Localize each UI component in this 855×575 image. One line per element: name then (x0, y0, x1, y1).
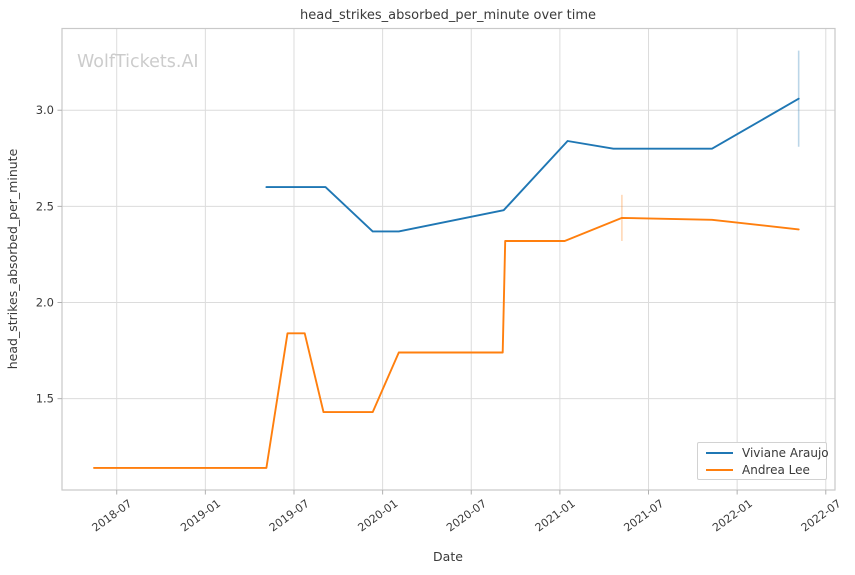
plot-background (62, 28, 835, 490)
legend-label-viviane-araujo: Viviane Araujo (742, 445, 829, 460)
legend-item-viviane-araujo: Viviane Araujo (706, 446, 829, 460)
y-tick-label: 1.5 (36, 392, 54, 406)
x-tick-label: 2022-07 (799, 497, 844, 535)
legend-label-andrea-lee: Andrea Lee (742, 462, 810, 477)
x-tick-label: 2019-07 (267, 497, 312, 535)
legend-line-swatch-viviane-araujo (706, 451, 733, 454)
watermark: WolfTickets.AI (77, 52, 199, 72)
x-tick-label: 2018-07 (90, 497, 135, 535)
series-line-andrea-lee (93, 216, 800, 469)
x-tick-label: 2020-01 (356, 497, 401, 535)
legend: Viviane Araujo Andrea Lee (697, 442, 829, 480)
x-tick-label: 2021-01 (533, 497, 578, 535)
legend-item-andrea-lee: Andrea Lee (706, 463, 818, 477)
y-tick-label: 2.0 (36, 296, 54, 310)
chart-title: head_strikes_absorbed_per_minute over ti… (300, 8, 596, 23)
x-tick-label: 2022-01 (710, 497, 755, 535)
y-tick-label: 2.5 (36, 199, 54, 213)
x-tick-label: 2019-01 (178, 497, 223, 535)
y-tick-label: 3.0 (36, 103, 54, 117)
legend-line-swatch-andrea-lee (706, 468, 733, 471)
series-line-viviane-araujo (265, 97, 800, 233)
plot-border (61, 27, 836, 491)
x-tick-label: 2021-07 (621, 497, 666, 535)
y-axis-label: head_strikes_absorbed_per_minute (5, 148, 20, 369)
x-axis-label: Date (433, 549, 463, 564)
x-tick-label: 2020-07 (444, 497, 489, 535)
